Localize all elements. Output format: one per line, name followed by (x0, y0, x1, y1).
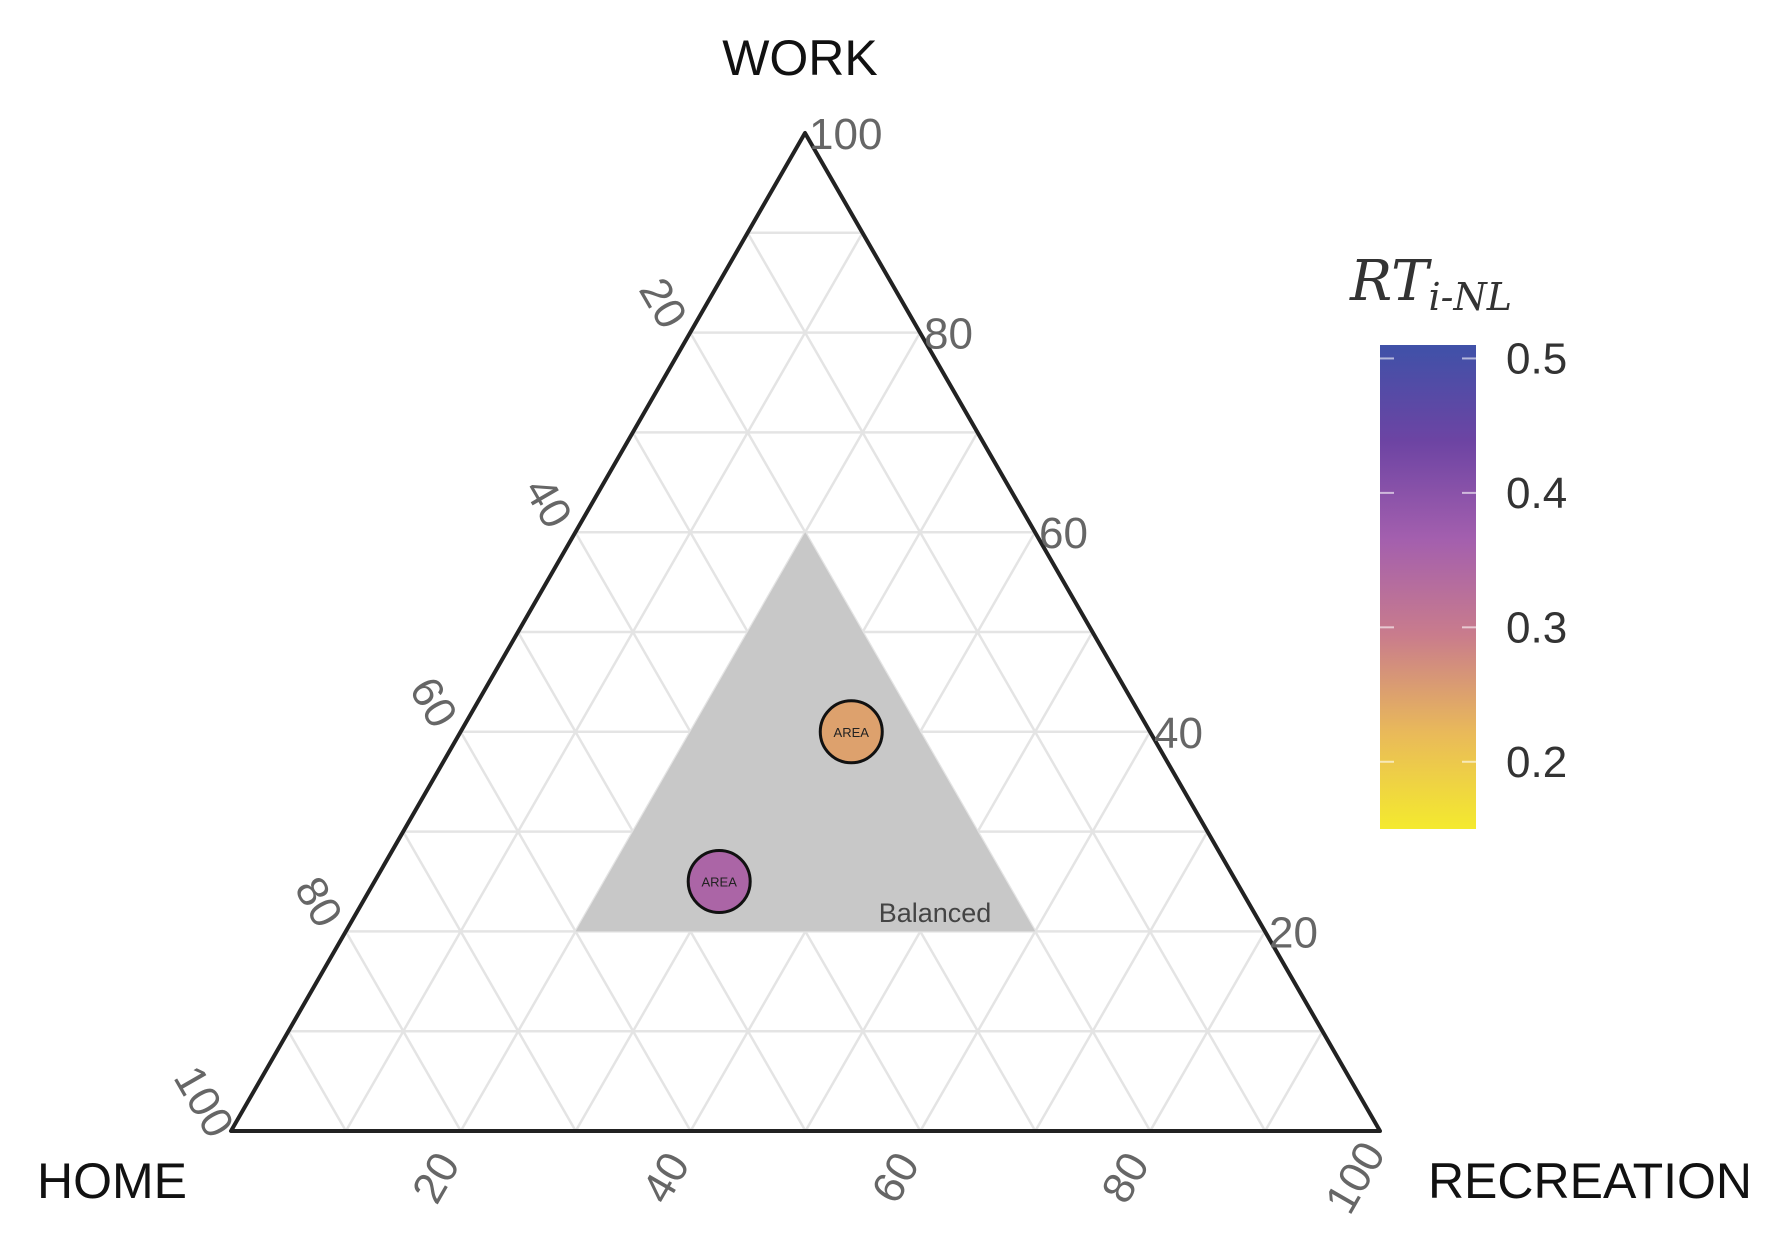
tick-label-recreation: 40 (633, 1144, 700, 1211)
grid-line-home (287, 1030, 347, 1132)
colorbar-tick-label: 0.2 (1506, 738, 1567, 787)
axis-label-work: WORK (722, 30, 878, 86)
colorbar-title: RTi-NL (1349, 249, 1512, 319)
data-point-label: AREA (701, 875, 737, 890)
colorbar-tick-label: 0.4 (1506, 469, 1567, 518)
colorbar: RTi-NL 0.2 0.3 0.4 0.5 (1349, 249, 1567, 829)
data-point (818, 699, 884, 765)
tick-label-home: 20 (629, 270, 696, 337)
axis-label-home: HOME (37, 1153, 187, 1209)
tick-label-home: 80 (285, 869, 352, 936)
colorbar-ticks: 0.2 0.3 0.4 0.5 (1380, 334, 1567, 787)
grid-line-recreation (344, 232, 864, 1132)
grid-line-home (746, 232, 1267, 1132)
data-point-label: AREA (834, 725, 870, 740)
tick-label-work: 40 (1154, 709, 1203, 758)
grid-line-recreation (1034, 830, 1209, 1132)
data-point (686, 849, 752, 914)
colorbar-title-sub: i-NL (1429, 275, 1512, 319)
tick-label-home: 60 (400, 669, 467, 736)
balanced-region: Balanced (575, 532, 1036, 932)
tick-label-recreation: 100 (1316, 1134, 1395, 1222)
tick-label-recreation: 20 (403, 1144, 470, 1211)
tick-label-recreation: 80 (1092, 1144, 1159, 1211)
grid-line-recreation (1149, 930, 1267, 1132)
data-points: AREA AREA (686, 699, 884, 914)
grid-line-home (402, 830, 577, 1132)
colorbar-bar (1380, 345, 1476, 829)
tick-label-recreation: 60 (862, 1144, 929, 1211)
axis-label-recreation: RECREATION (1428, 1153, 1752, 1209)
ternary-frame (229, 131, 1382, 1133)
balanced-region-label: Balanced (879, 898, 992, 928)
grid-line-recreation (1264, 1030, 1324, 1132)
colorbar-tick-label: 0.5 (1506, 334, 1567, 383)
tick-label-home: 40 (515, 470, 582, 537)
grid-line-home (344, 930, 462, 1132)
tick-label-work: 80 (924, 310, 973, 359)
balanced-region-shape (575, 532, 1036, 932)
tick-label-work: 20 (1269, 908, 1318, 957)
tick-label-work: 60 (1039, 509, 1088, 558)
tick-label-work: 100 (809, 110, 882, 159)
colorbar-title-main: RT (1349, 249, 1432, 314)
colorbar-tick-label: 0.3 (1506, 603, 1567, 652)
